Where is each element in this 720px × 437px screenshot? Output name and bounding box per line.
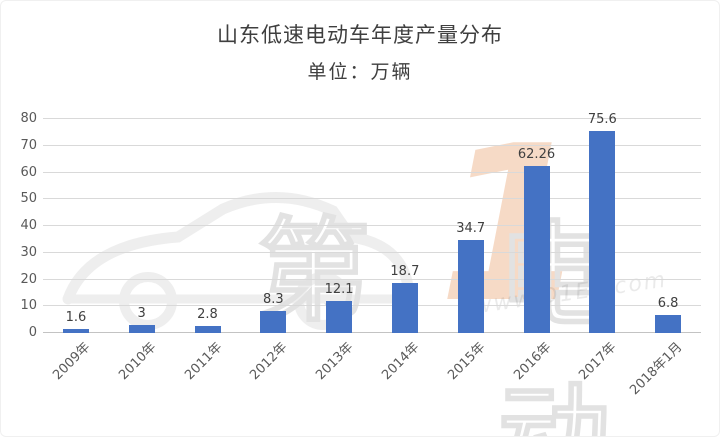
y-tick-label: 10 (20, 298, 37, 314)
chart-subtitle: 单位：万辆 (307, 61, 413, 83)
y-gridline (43, 332, 701, 333)
y-tick-label: 30 (20, 244, 37, 260)
x-tick-label: 2012年 (247, 339, 291, 384)
y-tick-label: 40 (20, 218, 37, 233)
x-tick-label: 2017年 (576, 339, 620, 384)
bar-value-label: 3 (137, 305, 146, 321)
x-tick-label: 2013年 (313, 339, 357, 384)
x-tick-label: 2011年 (181, 339, 225, 384)
bar (391, 282, 418, 333)
x-tick-label: 2016年 (510, 339, 554, 384)
x-tick-label: 2010年 (115, 339, 160, 384)
chart-title: 山东低速电动车年度产量分布 (217, 23, 503, 47)
watermark-site-url: www.D1EV.com (472, 267, 669, 320)
bar (62, 328, 89, 333)
bar-value-label: 6.8 (657, 295, 679, 311)
bar-value-label: 75.6 (587, 111, 617, 127)
bar (326, 300, 353, 333)
plot-area: 第 1 电动 www.D1EV.com 010203040506070801.6… (20, 111, 701, 436)
x-tick-label: 2018年1月 (627, 339, 686, 399)
y-tick-label: 0 (28, 325, 37, 340)
bar-value-label: 34.7 (456, 221, 486, 237)
y-gridline (43, 144, 701, 146)
y-tick-label: 20 (20, 271, 37, 287)
bar-value-label: 12.1 (324, 281, 354, 297)
bar-value-label: 8.3 (262, 291, 284, 307)
bar (589, 130, 616, 333)
bar-value-label: 2.8 (197, 306, 218, 322)
bar (457, 240, 484, 333)
bar (655, 314, 682, 333)
y-tick-label: 50 (20, 191, 37, 207)
x-tick-label: 2014年 (379, 339, 423, 384)
bar (194, 325, 221, 333)
bar (523, 166, 550, 333)
bar (128, 324, 155, 333)
x-tick-label: 2015年 (444, 339, 489, 384)
y-gridline (43, 118, 701, 119)
x-tick-label: 2009年 (50, 339, 94, 384)
bar (260, 310, 287, 333)
y-tick-label: 70 (20, 137, 37, 153)
bar-value-label: 1.6 (65, 309, 87, 325)
y-tick-label: 60 (20, 164, 37, 180)
y-gridline (43, 171, 701, 173)
y-gridline (43, 305, 701, 307)
bar-value-label: 18.7 (390, 263, 420, 279)
y-tick-label: 80 (20, 111, 37, 126)
bar-value-label: 62.26 (517, 147, 556, 163)
